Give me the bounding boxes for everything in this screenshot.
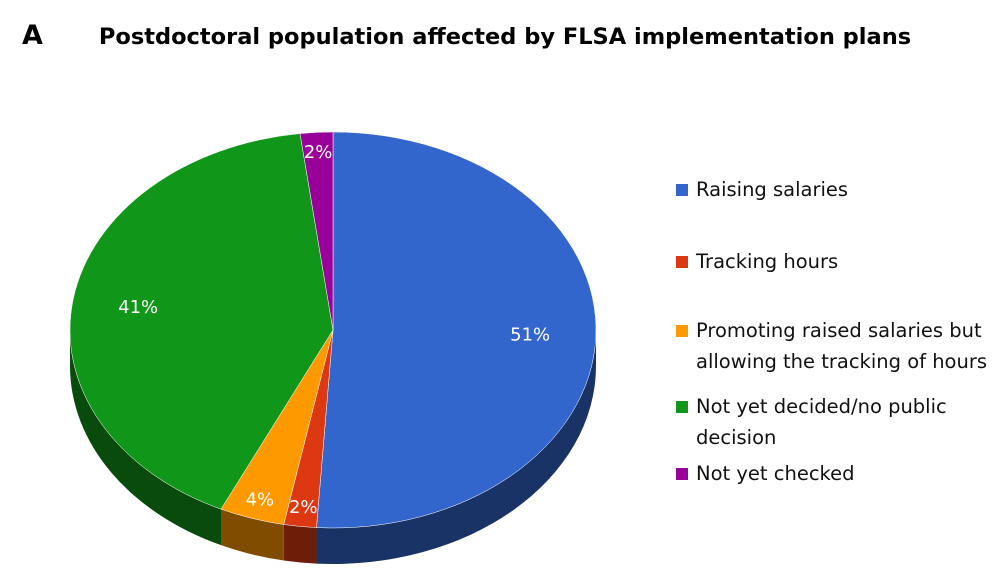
data-label: 4% — [246, 489, 275, 510]
legend-item: Not yet decided/no public decision — [676, 391, 996, 453]
legend-item: Promoting raised salaries but allowing t… — [676, 315, 996, 377]
legend-swatch — [676, 468, 688, 480]
legend-swatch — [676, 184, 688, 196]
legend-label: Tracking hours — [696, 250, 839, 273]
slice — [316, 131, 597, 529]
slice-side — [316, 330, 596, 564]
data-label: 2% — [289, 497, 318, 518]
legend-swatch — [676, 256, 688, 268]
slice — [299, 131, 334, 331]
data-label: 51% — [510, 325, 550, 346]
legend-label: Not yet checked — [696, 462, 855, 485]
chart-title: Postdoctoral population affected by FLSA… — [99, 24, 911, 50]
legend-label: Promoting raised salaries but allowing t… — [696, 319, 988, 373]
data-label: 41% — [118, 297, 158, 318]
slice-side — [70, 330, 222, 546]
panel-label: A — [22, 20, 43, 51]
legend-swatch — [676, 401, 688, 413]
slice-side — [283, 524, 317, 564]
slice — [69, 133, 334, 510]
data-label: 2% — [304, 142, 333, 163]
legend-item: Tracking hours — [676, 246, 996, 277]
legend-item: Not yet checked — [676, 458, 996, 489]
legend-label: Not yet decided/no public decision — [696, 395, 947, 449]
legend-swatch — [676, 325, 688, 337]
legend-item: Raising salaries — [676, 174, 996, 205]
legend-label: Raising salaries — [696, 178, 849, 201]
